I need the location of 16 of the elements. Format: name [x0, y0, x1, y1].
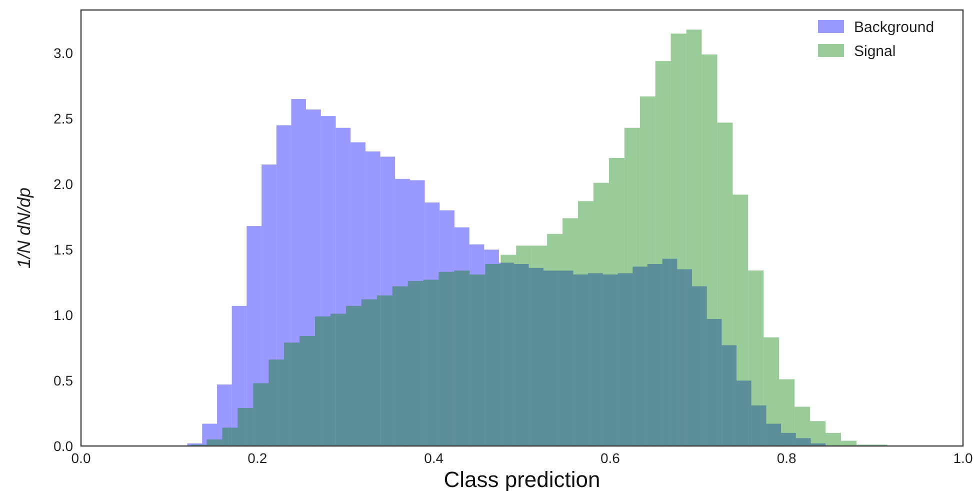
y-tick-label: 2.0: [54, 176, 74, 192]
x-tick-label: 0.0: [71, 450, 91, 466]
y-axis-title: 1/N dN/dp: [14, 187, 34, 269]
y-tick-label: 3.0: [54, 45, 74, 62]
x-tick-label: 0.4: [424, 450, 444, 466]
legend-label: Background: [854, 19, 934, 36]
y-tick-label: 1.5: [54, 242, 74, 258]
y-tick-label: 2.5: [54, 110, 74, 127]
x-tick-label: 0.6: [600, 450, 620, 466]
y-tick-label: 0.5: [54, 372, 74, 389]
legend-label: Signal: [854, 43, 896, 60]
x-tick-label: 1.0: [953, 450, 973, 466]
x-tick-label: 0.2: [248, 450, 268, 466]
x-tick-label: 0.8: [776, 450, 797, 466]
y-tick-label: 0.0: [54, 438, 74, 454]
y-tick-label: 1.0: [54, 307, 74, 324]
